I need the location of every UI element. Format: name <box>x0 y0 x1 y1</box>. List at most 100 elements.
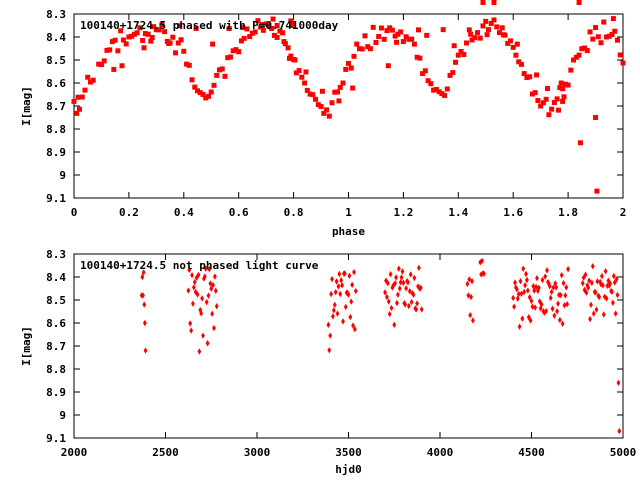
data-point <box>384 28 390 34</box>
x-tick-label: 3500 <box>335 446 362 459</box>
data-point <box>528 317 533 324</box>
data-point <box>274 34 280 40</box>
data-point <box>401 279 406 286</box>
data-point <box>388 271 393 278</box>
data-point <box>595 34 601 40</box>
data-point <box>324 107 330 113</box>
data-point <box>563 292 568 299</box>
data-point <box>477 35 483 41</box>
data-point <box>354 41 360 47</box>
data-point <box>319 88 325 94</box>
data-point <box>543 96 549 102</box>
data-point <box>352 268 356 276</box>
data-point <box>335 89 341 95</box>
data-point <box>543 273 548 280</box>
data-point <box>562 302 567 309</box>
data-point <box>349 298 354 305</box>
data-point <box>201 332 205 339</box>
data-point <box>610 288 614 295</box>
data-point <box>385 280 390 287</box>
data-point <box>203 265 208 272</box>
x-tick-label: 1 <box>345 206 352 219</box>
data-point <box>387 25 393 31</box>
y-tick-label: 8.4 <box>46 31 66 44</box>
data-point <box>558 80 564 86</box>
y-tick-label: 8.8 <box>46 123 66 136</box>
data-point <box>334 278 339 285</box>
data-point <box>333 288 338 296</box>
data-point <box>233 47 239 53</box>
data-point <box>299 74 305 80</box>
data-point <box>534 72 540 78</box>
data-point <box>399 274 404 281</box>
data-point <box>560 86 566 92</box>
x-tick-label: 0.6 <box>229 206 249 219</box>
data-point <box>392 33 398 39</box>
data-point <box>230 48 236 54</box>
data-point <box>439 91 445 97</box>
data-point <box>270 16 276 22</box>
data-point <box>406 279 410 286</box>
data-point <box>546 112 552 118</box>
data-point <box>149 34 155 40</box>
data-point <box>590 262 595 270</box>
y-tick-label: 8.9 <box>46 386 66 399</box>
data-point <box>505 40 511 46</box>
data-point <box>197 348 202 355</box>
data-point <box>499 25 505 31</box>
data-point <box>331 307 336 314</box>
x-tick-label: 4000 <box>427 446 454 459</box>
data-point <box>527 294 532 301</box>
x-tick-label: 5000 <box>610 446 637 459</box>
data-point <box>458 48 464 54</box>
data-point <box>420 71 426 77</box>
data-point <box>469 37 475 43</box>
data-point <box>227 54 233 60</box>
data-point <box>170 34 176 40</box>
data-point <box>329 100 335 106</box>
data-point <box>348 313 353 321</box>
data-point <box>523 282 528 289</box>
data-point <box>616 379 621 386</box>
data-point <box>507 38 513 44</box>
data-point <box>480 23 486 29</box>
data-point <box>370 24 376 30</box>
data-point <box>539 301 544 308</box>
data-point <box>501 32 507 38</box>
data-point <box>468 311 473 319</box>
x-tick-label: 2500 <box>152 446 179 459</box>
data-point <box>210 310 215 317</box>
data-point <box>194 274 199 281</box>
data-point <box>285 45 291 51</box>
x-tick-label: 0.2 <box>119 206 139 219</box>
data-point <box>602 293 607 300</box>
data-point <box>491 0 497 5</box>
data-point <box>271 32 277 38</box>
data-point <box>166 40 172 46</box>
data-point <box>482 270 486 277</box>
data-point <box>335 310 340 317</box>
data-point <box>532 90 538 96</box>
data-point <box>392 321 397 329</box>
data-point <box>609 31 615 37</box>
data-point <box>206 292 211 299</box>
y-tick-label: 8.5 <box>46 54 66 67</box>
x-tick-label: 4500 <box>518 446 545 459</box>
data-point <box>376 34 382 40</box>
data-point <box>356 46 362 52</box>
data-point <box>313 96 319 102</box>
x-axis-label: hjd0 <box>335 463 362 476</box>
data-point <box>472 35 478 41</box>
data-point <box>407 288 412 295</box>
data-point <box>111 66 117 72</box>
x-tick-label: 0 <box>71 206 78 219</box>
data-point <box>469 293 474 301</box>
data-point <box>535 274 539 282</box>
data-point <box>547 283 552 290</box>
data-point <box>447 72 453 78</box>
data-point <box>345 289 350 297</box>
data-point <box>252 29 258 35</box>
data-point <box>240 25 246 31</box>
data-point <box>579 46 585 52</box>
data-points <box>139 257 622 435</box>
